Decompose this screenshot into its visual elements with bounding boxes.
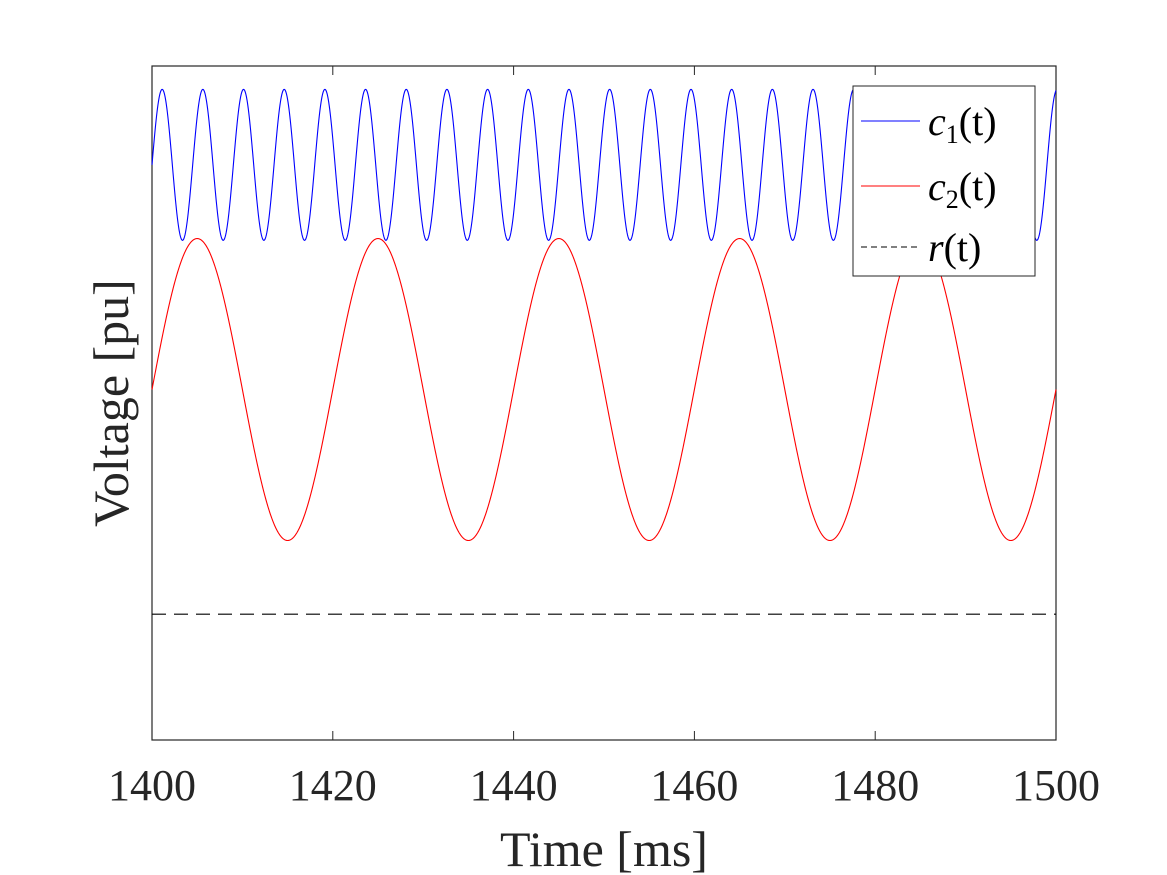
x-tick-label: 1400 xyxy=(108,761,196,810)
legend-label-3: r(t) xyxy=(928,225,981,270)
legend-label-1: c1(t) xyxy=(928,99,997,149)
y-axis-title: Voltage [pu] xyxy=(83,279,139,527)
x-tick-label: 1440 xyxy=(470,761,558,810)
legend-entries: c1(t) c2(t) r(t) xyxy=(861,99,997,270)
legend-box xyxy=(852,85,1036,277)
x-tick-label: 1480 xyxy=(831,761,919,810)
legend: c1(t) c2(t) r(t) xyxy=(852,85,1036,277)
x-tick-label: 1420 xyxy=(289,761,377,810)
x-ticks: 1400 1420 1440 1460 1480 1500 xyxy=(108,66,1100,810)
legend-label-2: c2(t) xyxy=(928,164,997,214)
x-axis-title: Time [ms] xyxy=(500,821,708,875)
x-tick-label: 1500 xyxy=(1012,761,1100,810)
x-tick-label: 1460 xyxy=(650,761,738,810)
